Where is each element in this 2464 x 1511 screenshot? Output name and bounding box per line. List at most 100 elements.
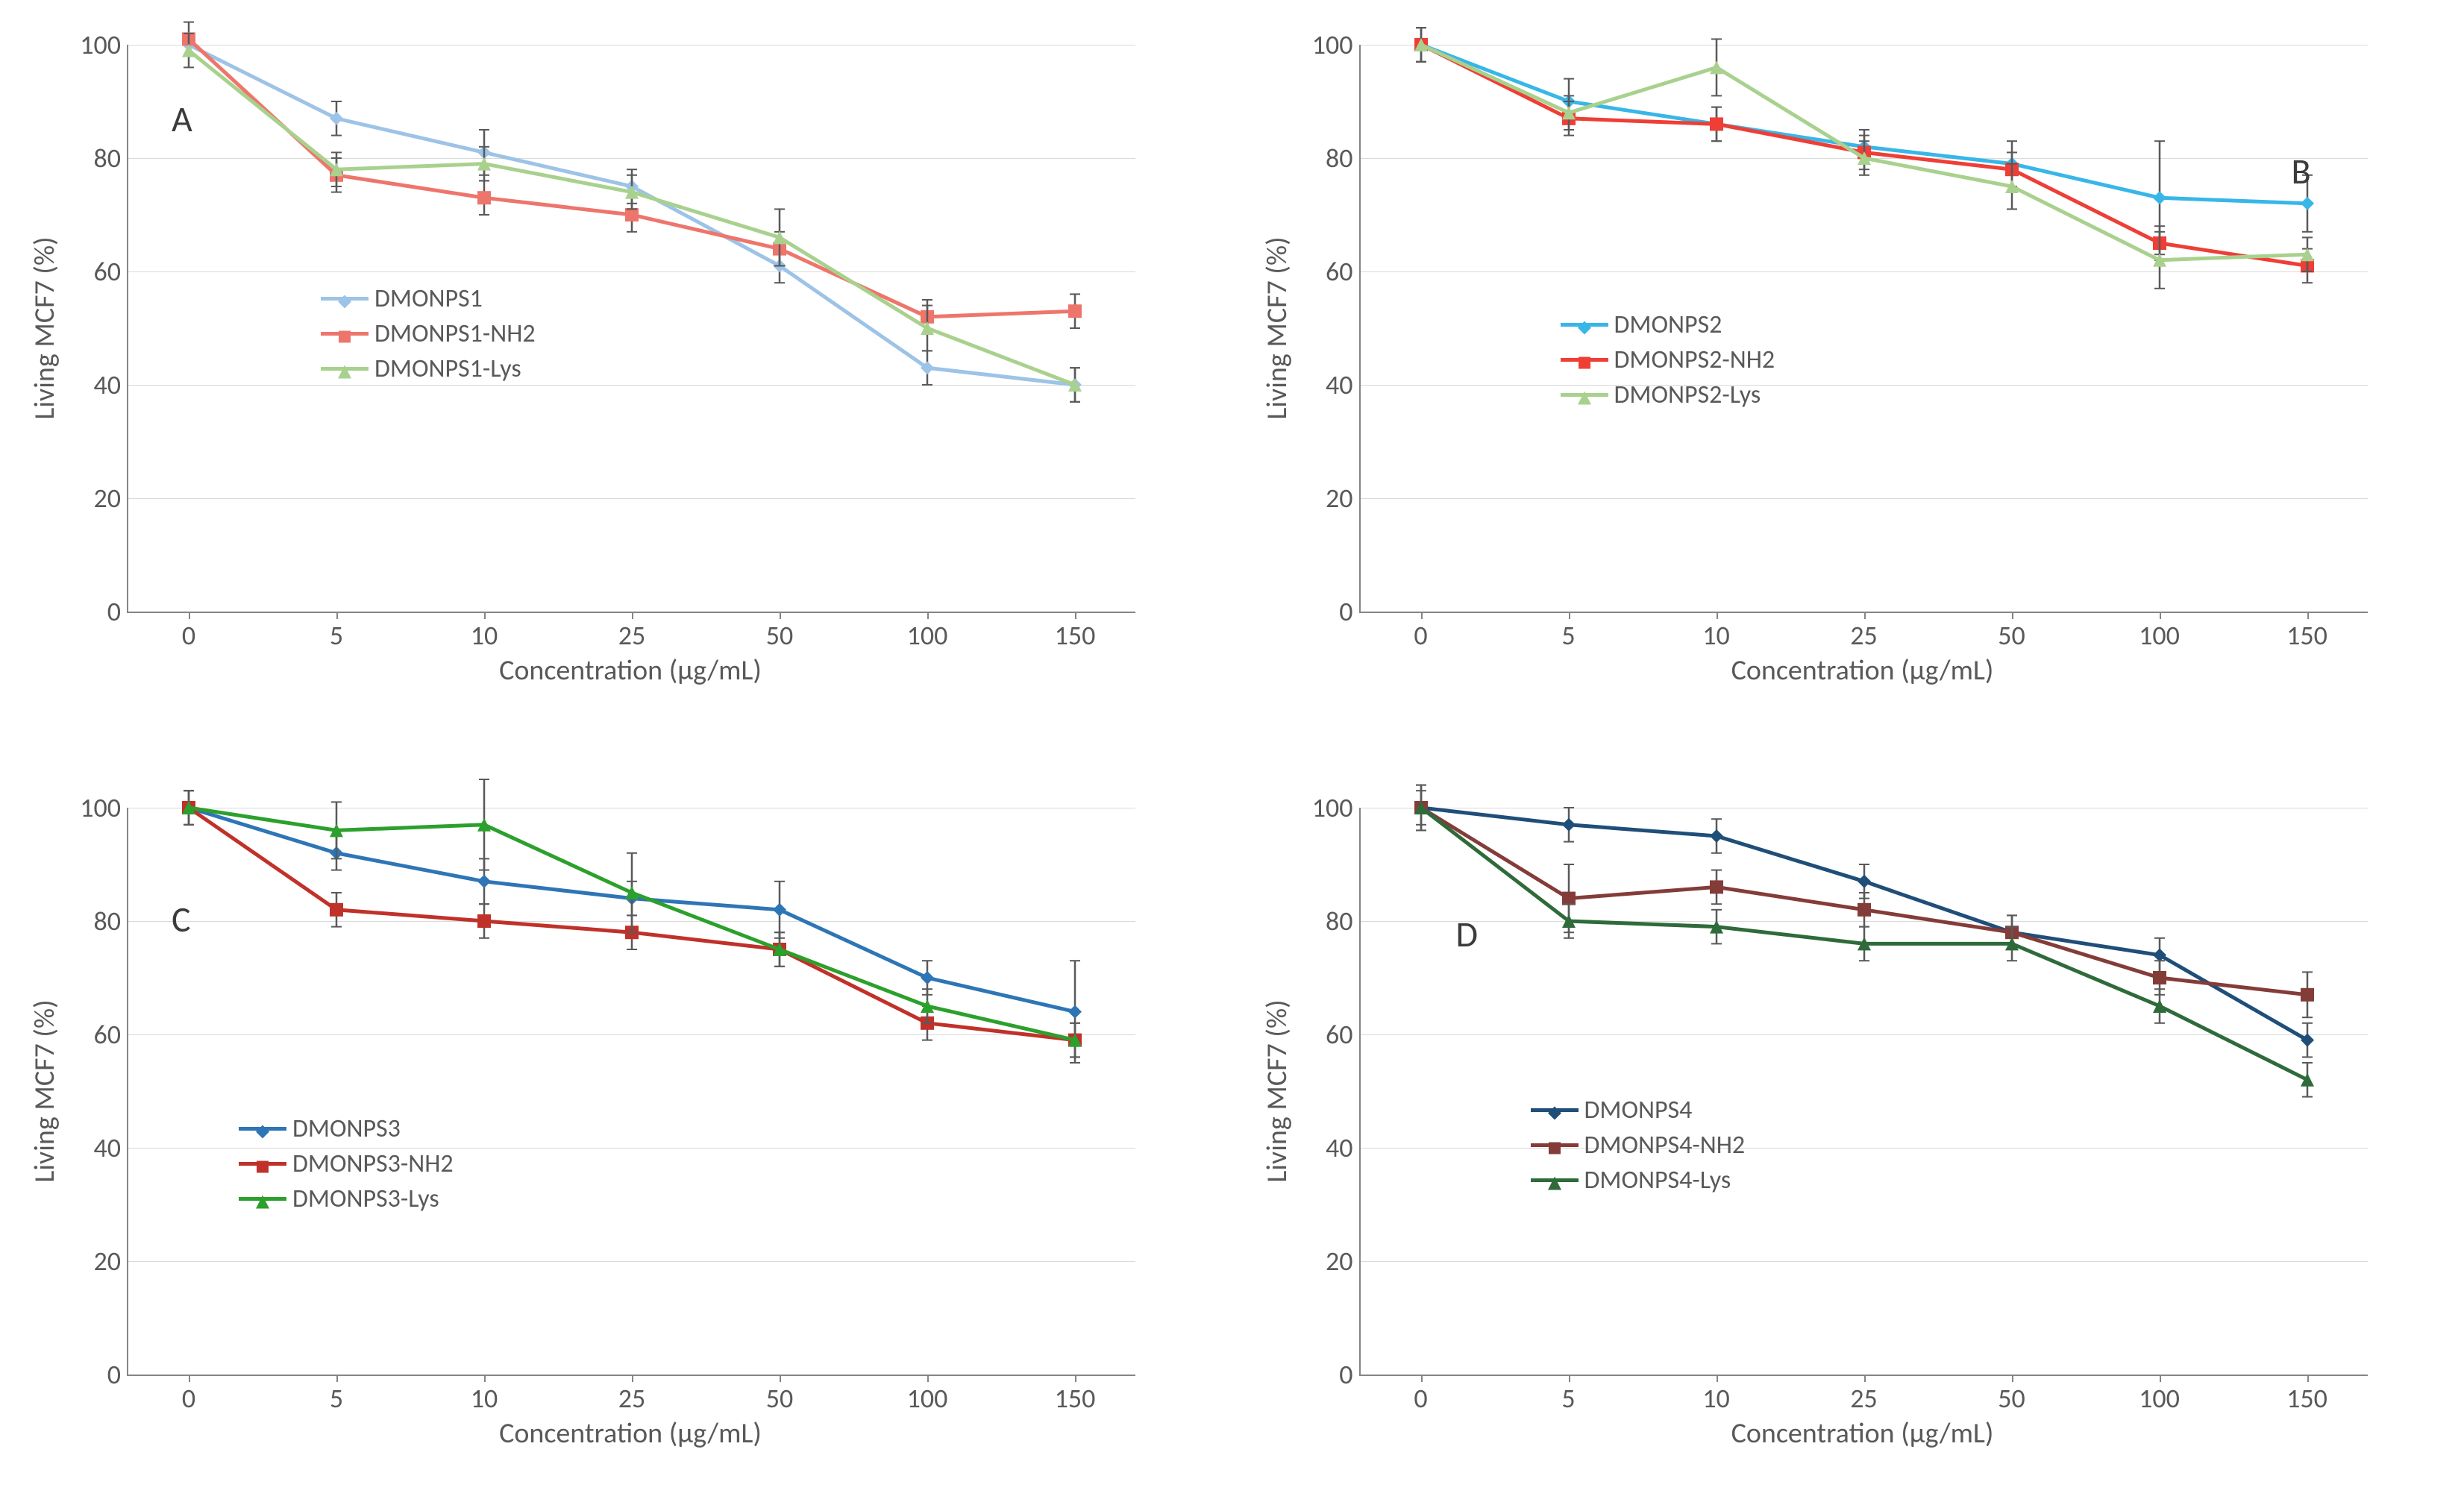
y-tick-label: 40: [1326, 368, 1353, 401]
y-axis-title: Living MCF7 (%): [1260, 236, 1294, 419]
y-tick-label: 40: [94, 1131, 122, 1164]
x-tick: [2160, 612, 2161, 619]
legend-marker-icon: [256, 1116, 269, 1146]
y-tick-label: 60: [1326, 255, 1353, 288]
legend-marker-icon: [256, 1151, 269, 1181]
y-tick-label: 60: [94, 1018, 122, 1051]
x-tick-label: 100: [2139, 1382, 2180, 1415]
x-tick-label: 10: [1702, 619, 1730, 652]
x-tick-label: 150: [1055, 619, 1096, 652]
y-tick-label: 0: [107, 1358, 121, 1391]
figure-grid: 02040608010005102550100150 Living MCF7 (%…: [0, 0, 2464, 1511]
x-tick: [1569, 612, 1570, 619]
data-marker: [1710, 117, 1723, 131]
chart-svg: [1361, 45, 2368, 612]
data-marker: [477, 875, 491, 888]
legend-marker-icon: [338, 286, 351, 316]
legend-label: DMONPS3: [292, 1113, 401, 1144]
x-tick: [189, 1375, 190, 1382]
x-tick-label: 50: [766, 619, 794, 652]
series-line: [1421, 45, 2307, 204]
data-marker: [2301, 1073, 2314, 1087]
data-marker: [773, 903, 786, 917]
legend: DMONPS3 DMONPS3-NH2 DMONPS3-Lys: [239, 1113, 454, 1214]
x-tick: [1864, 612, 1866, 619]
y-tick-label: 100: [80, 791, 121, 824]
legend-item: DMONPS3: [239, 1113, 454, 1144]
legend-marker-icon: [1578, 312, 1591, 342]
y-tick-label: 20: [94, 1245, 122, 1278]
x-tick: [780, 1375, 781, 1382]
x-tick: [1075, 1375, 1076, 1382]
y-tick-label: 80: [1326, 905, 1353, 937]
legend-label: DMONPS1-Lys: [374, 354, 521, 384]
x-tick: [2307, 1375, 2309, 1382]
data-marker: [2301, 197, 2314, 210]
panel-label: C: [172, 897, 191, 941]
legend-marker-icon: [1548, 1132, 1561, 1163]
legend-line-icon: [321, 332, 369, 336]
x-tick: [1569, 1375, 1570, 1382]
legend-item: DMONPS1: [321, 283, 536, 314]
x-tick-label: 0: [1414, 619, 1427, 652]
legend-label: DMONPS2-NH2: [1614, 345, 1775, 375]
x-tick: [484, 1375, 486, 1382]
data-marker: [477, 914, 491, 928]
y-tick-label: 20: [1326, 1245, 1353, 1278]
x-tick: [927, 612, 929, 619]
x-tick: [1717, 612, 1718, 619]
y-tick-label: 20: [94, 482, 122, 515]
data-marker: [1858, 875, 1871, 888]
legend-label: DMONPS4-NH2: [1584, 1130, 1746, 1160]
legend-line-icon: [1531, 1178, 1579, 1182]
legend-item: DMONPS2-NH2: [1561, 345, 1775, 375]
y-tick-label: 80: [94, 142, 122, 175]
legend-label: DMONPS3-Lys: [292, 1184, 439, 1214]
legend-line-icon: [239, 1127, 286, 1131]
x-tick-label: 10: [471, 619, 498, 652]
x-tick-label: 100: [2139, 619, 2180, 652]
legend-marker-icon: [1578, 382, 1591, 412]
x-tick-label: 10: [471, 1382, 498, 1415]
data-marker: [1068, 304, 1082, 318]
x-tick: [189, 612, 190, 619]
data-marker: [1858, 903, 1871, 917]
legend-label: DMONPS4: [1584, 1095, 1693, 1125]
y-tick-label: 80: [1326, 142, 1353, 175]
legend-line-icon: [239, 1162, 286, 1166]
y-tick-label: 60: [1326, 1018, 1353, 1051]
x-tick-label: 100: [907, 619, 948, 652]
x-tick-label: 150: [2286, 1382, 2327, 1415]
legend-item: DMONPS3-NH2: [239, 1149, 454, 1179]
data-marker: [2301, 988, 2314, 1002]
legend-item: DMONPS1-NH2: [321, 318, 536, 349]
legend: DMONPS4 DMONPS4-NH2 DMONPS4-Lys: [1531, 1095, 1746, 1196]
y-tick-label: 80: [94, 905, 122, 937]
legend-item: DMONPS1-Lys: [321, 354, 536, 384]
legend-line-icon: [1561, 393, 1608, 397]
legend-line-icon: [1531, 1108, 1579, 1112]
y-tick-label: 60: [94, 255, 122, 288]
legend-marker-icon: [1578, 347, 1591, 377]
data-marker: [625, 208, 639, 222]
panel-label: B: [2292, 149, 2311, 193]
legend-label: DMONPS2: [1614, 310, 1722, 340]
x-tick: [2012, 612, 2013, 619]
x-tick-label: 0: [182, 619, 195, 652]
x-tick: [2160, 1375, 2161, 1382]
x-tick-label: 5: [1561, 619, 1575, 652]
x-tick: [1421, 1375, 1423, 1382]
plot-area: 02040608010005102550100150: [127, 45, 1135, 613]
legend-label: DMONPS1: [374, 283, 483, 314]
x-axis-title: Concentration (μg/mL): [1731, 653, 1994, 688]
legend-label: DMONPS4-Lys: [1584, 1165, 1731, 1196]
legend-label: DMONPS1-NH2: [374, 318, 536, 349]
legend: DMONPS1 DMONPS1-NH2 DMONPS1-Lys: [321, 283, 536, 384]
data-marker: [921, 971, 934, 984]
data-marker: [477, 191, 491, 204]
legend-line-icon: [321, 297, 369, 301]
y-tick-label: 40: [1326, 1131, 1353, 1164]
x-tick: [1421, 612, 1423, 619]
data-marker: [330, 903, 343, 917]
x-tick-label: 50: [1998, 1382, 2025, 1415]
